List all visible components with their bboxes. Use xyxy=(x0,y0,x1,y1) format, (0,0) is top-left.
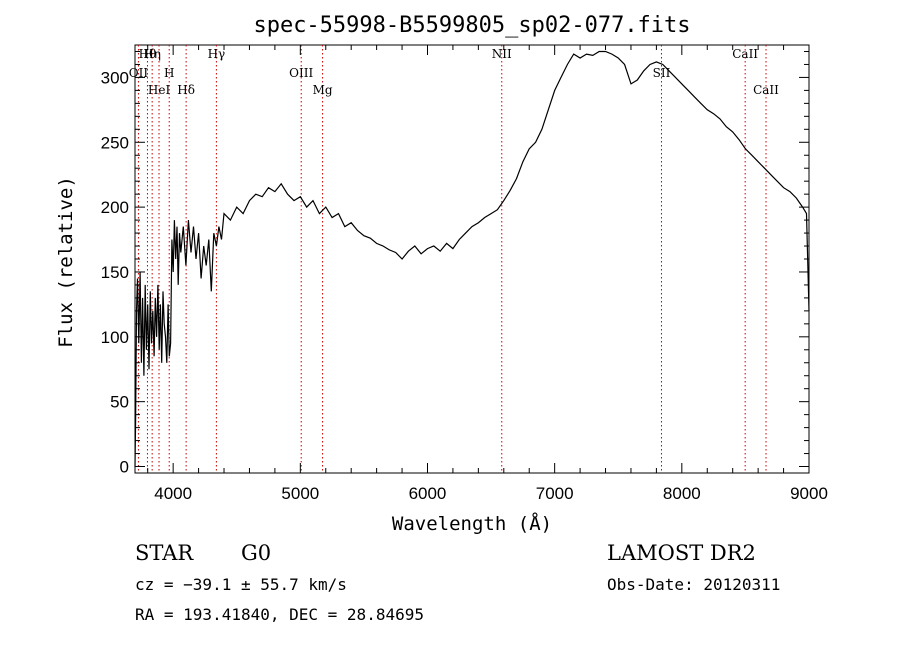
line-marker-label: OII xyxy=(129,66,149,80)
spectral-line-markers xyxy=(137,45,767,473)
object-class: STAR xyxy=(135,541,194,565)
line-marker-label: NII xyxy=(492,47,512,61)
y-axis-ticks: 0 50 100 150 200 250 300 xyxy=(101,50,809,477)
y-tick-label: 200 xyxy=(101,198,129,217)
y-axis-label: Flux (relative) xyxy=(55,176,77,348)
y-tick-label: 50 xyxy=(110,393,129,412)
x-tick-label: 8000 xyxy=(663,484,701,503)
object-subclass: G0 xyxy=(241,541,271,565)
x-tick-label: 7000 xyxy=(536,484,574,503)
y-tick-label: 300 xyxy=(101,68,129,87)
line-marker-label: CaII xyxy=(732,47,758,61)
spectrum-series xyxy=(134,50,810,467)
plot-frame xyxy=(134,44,810,474)
line-marker-label: Hη xyxy=(143,47,161,61)
x-tick-label: 4000 xyxy=(154,484,192,503)
y-tick-label: 250 xyxy=(101,133,129,152)
survey-name: LAMOST DR2 xyxy=(607,541,756,565)
x-tick-label: 9000 xyxy=(790,484,828,503)
y-tick-label: 150 xyxy=(101,263,129,282)
x-axis-label: Wavelength (Å) xyxy=(392,512,552,535)
x-axis-ticks: 4000 5000 6000 7000 8000 9000 xyxy=(147,45,828,503)
observation-date: Obs-Date: 20120311 xyxy=(607,575,780,594)
line-marker-label: OIII xyxy=(289,66,313,80)
line-marker-label: Mg xyxy=(313,83,333,97)
chart-title: spec-55998-B5599805_sp02-077.fits xyxy=(253,13,690,38)
line-marker-label: SII xyxy=(653,66,671,80)
y-tick-label: 0 xyxy=(120,458,129,477)
line-marker-label: Hγ xyxy=(208,47,226,61)
line-marker-label: H xyxy=(164,66,174,80)
coordinates: RA = 193.41840, DEC = 28.84695 xyxy=(135,605,424,624)
x-tick-label: 5000 xyxy=(281,484,319,503)
line-marker-label: Hθ xyxy=(139,47,157,61)
line-marker-label: CaII xyxy=(753,83,779,97)
redshift-velocity: cz = −39.1 ± 55.7 km/s xyxy=(135,575,347,594)
y-tick-label: 100 xyxy=(101,328,129,347)
spectrum-line xyxy=(134,50,810,467)
line-marker-label: Hδ xyxy=(177,83,195,97)
x-tick-label: 6000 xyxy=(409,484,447,503)
footer-info: STAR G0 LAMOST DR2 cz = −39.1 ± 55.7 km/… xyxy=(135,541,780,624)
line-marker-label: HeI xyxy=(148,83,171,97)
